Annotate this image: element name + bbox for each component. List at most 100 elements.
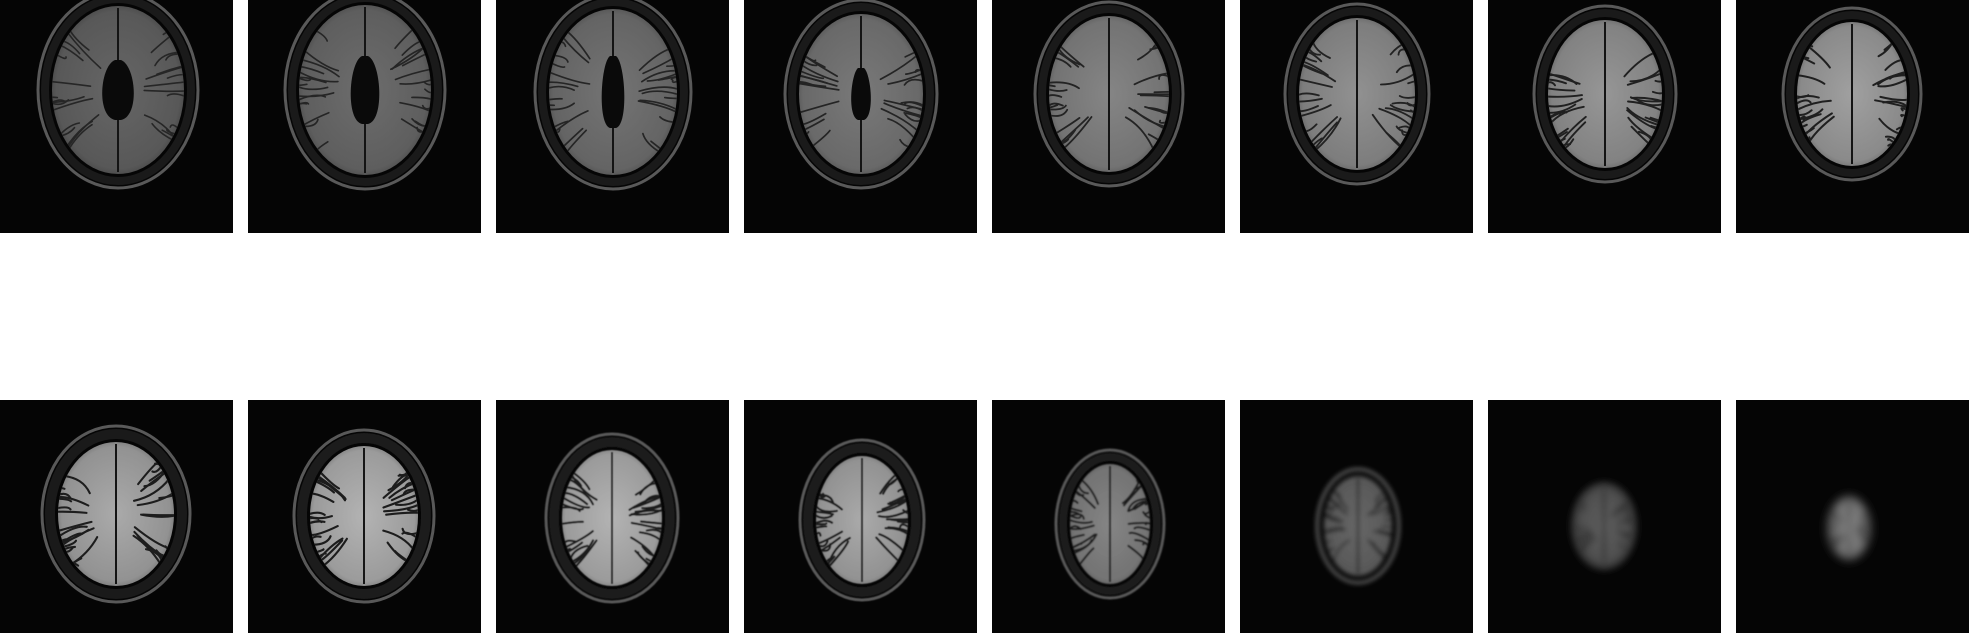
- sulcus: [1615, 505, 1630, 516]
- sulcus: [1070, 533, 1098, 552]
- sulcus: [641, 90, 677, 96]
- sulcus: [563, 485, 595, 506]
- sulcus: [1049, 102, 1064, 110]
- mri-slice-image: [496, 400, 729, 633]
- scalp-ring: [283, 0, 447, 191]
- sulcus: [385, 511, 418, 516]
- mri-slice-image: [992, 400, 1225, 633]
- skull-ring: [1059, 453, 1161, 595]
- mri-slice-tile-1: [0, 0, 233, 233]
- sulcus: [1548, 78, 1567, 85]
- mri-slice-tile-2: [248, 0, 481, 233]
- sulcus: [816, 522, 828, 526]
- sulcus: [423, 81, 431, 86]
- sulcus: [299, 84, 329, 91]
- mri-slice-tile-8: [1736, 0, 1969, 233]
- sulcus: [1299, 104, 1332, 118]
- sulcus: [1548, 86, 1576, 92]
- sulcus: [883, 99, 923, 111]
- sulcus: [1133, 526, 1150, 532]
- sulcus: [826, 540, 850, 569]
- sulcus: [1651, 90, 1662, 95]
- sulcus: [878, 533, 906, 553]
- sulcus: [670, 76, 677, 81]
- sulcus: [1879, 95, 1907, 101]
- head-cross-section: [1571, 482, 1637, 570]
- sulcus: [1313, 117, 1342, 153]
- mri-slice-tile-14: [1240, 400, 1473, 633]
- sulcus: [1053, 117, 1081, 136]
- sulcus: [158, 493, 174, 500]
- sulcus: [394, 68, 431, 81]
- sulcus: [1128, 531, 1150, 543]
- sulcus: [143, 80, 184, 88]
- sulcus: [899, 523, 908, 530]
- sulcus: [816, 496, 843, 511]
- sulcus: [52, 99, 70, 106]
- sulcus: [549, 104, 556, 107]
- sulcus: [1122, 483, 1144, 507]
- sulcus: [1377, 529, 1392, 534]
- sulcus: [1331, 539, 1350, 565]
- scalp-ring: [292, 428, 436, 604]
- sulcus: [1831, 517, 1840, 523]
- sulcus: [877, 508, 908, 519]
- head-cross-section: [798, 438, 926, 602]
- sulcus: [1391, 101, 1415, 110]
- sulcus: [1582, 537, 1597, 555]
- sulcus: [1860, 515, 1867, 520]
- sulcus: [310, 520, 323, 525]
- scalp-ring: [1315, 467, 1401, 585]
- skull-ring: [538, 0, 688, 186]
- sulcus: [1620, 518, 1631, 523]
- mri-slice-image: [1240, 400, 1473, 633]
- mri-slice-image: [744, 0, 977, 233]
- sulcus: [1383, 511, 1392, 516]
- sulcus: [562, 502, 584, 511]
- sulcus: [1070, 506, 1083, 513]
- sulcus: [317, 537, 344, 561]
- sulcus: [1806, 44, 1831, 69]
- sulcus: [1384, 518, 1392, 522]
- sulcus: [58, 525, 88, 539]
- sulcus: [1384, 532, 1392, 536]
- head-cross-section: [1532, 4, 1678, 184]
- sulcus: [1077, 547, 1095, 567]
- sulcus: [799, 69, 825, 80]
- sulcus: [313, 478, 347, 502]
- sulcus: [310, 515, 333, 520]
- sulcus: [1299, 92, 1320, 97]
- scalp-ring: [798, 438, 926, 602]
- sulcus: [1627, 116, 1655, 140]
- sulcus: [902, 508, 908, 515]
- sulcus: [299, 101, 310, 107]
- skull-ring: [41, 0, 195, 185]
- sulcus: [1299, 105, 1319, 113]
- mri-slice-image: [0, 400, 233, 633]
- sulcus: [1127, 497, 1150, 512]
- head-cross-section: [40, 424, 192, 604]
- sulcus: [52, 99, 67, 105]
- sulcus: [646, 72, 677, 82]
- sulcus: [1831, 528, 1834, 533]
- sulcus: [549, 81, 579, 88]
- sulcus: [799, 100, 840, 114]
- scalp-ring: [40, 424, 192, 604]
- sulcus: [887, 117, 917, 141]
- head-cross-section: [533, 0, 693, 191]
- sulcus: [1797, 99, 1832, 112]
- sulcus: [1379, 71, 1415, 86]
- sulcus: [1857, 528, 1867, 535]
- sulcus: [563, 530, 594, 549]
- sulcus: [421, 104, 431, 110]
- skull-ring: [788, 3, 934, 185]
- sulcus: [900, 101, 923, 108]
- head-cross-section: [36, 0, 200, 190]
- mri-slice-tile-16: [1736, 400, 1969, 633]
- sulcus: [1398, 95, 1415, 99]
- sulcus: [1144, 513, 1150, 520]
- mri-slice-tile-11: [496, 400, 729, 633]
- sulcus: [1372, 530, 1392, 538]
- sulcus: [1877, 77, 1907, 88]
- lateral-ventricles: [851, 68, 871, 120]
